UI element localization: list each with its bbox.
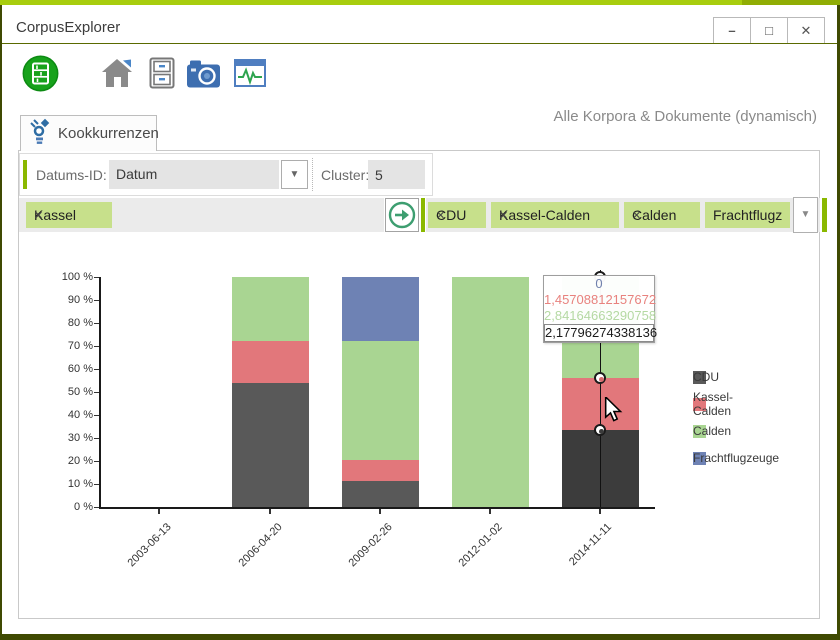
legend-label: Calden [693, 424, 731, 438]
x-tick-label: 2014-11-11 [567, 521, 614, 568]
x-tick-label: 2006-04-20 [236, 521, 284, 569]
bar-segment-calden-2006-04-20[interactable] [232, 277, 309, 341]
y-tick-label: 10 % [49, 478, 93, 490]
tooltip-value: 2,84164663290758 [544, 308, 654, 324]
cluster-label: Cluster: [321, 167, 369, 183]
mouse-cursor [604, 397, 623, 429]
y-tick-mark [94, 300, 99, 301]
tooltip-value: 2,17796274338136 [544, 324, 654, 342]
y-tick-label: 50 % [49, 386, 93, 398]
y-tick-label: 90 % [49, 294, 93, 306]
tag-remove-icon[interactable]: ✕ [632, 209, 641, 222]
data-point-marker[interactable] [594, 372, 606, 384]
tag-remove-icon[interactable]: ✕ [436, 209, 445, 222]
legend-label: Kassel-Calden [693, 390, 733, 418]
x-tick-mark [158, 509, 160, 514]
data-point-dot [599, 377, 604, 382]
y-tick-mark [94, 438, 99, 439]
query-tag-kassel[interactable]: Kassel✕ [26, 202, 112, 228]
x-tick-mark [599, 509, 601, 514]
bar-segment-cdu-2006-04-20[interactable] [232, 383, 309, 507]
result-accent-bar-right [822, 198, 827, 232]
bar-segment-calden-2009-02-26[interactable] [342, 341, 419, 459]
result-tag-cdu[interactable]: CDU✕ [428, 202, 486, 228]
legend-label: CDU [693, 370, 719, 384]
y-tick-label: 70 % [49, 340, 93, 352]
y-tick-label: 40 % [49, 409, 93, 421]
result-tag-frachtflugz[interactable]: Frachtflugz [705, 202, 790, 228]
y-tick-mark [94, 369, 99, 370]
datums-id-label: Datums-ID: [36, 167, 107, 183]
run-query-button[interactable] [385, 198, 419, 232]
kookkurrenz-icon [29, 118, 51, 149]
result-tag-kassel-calden[interactable]: Kassel-Calden✕ [491, 202, 619, 228]
filter-accent-bar [23, 160, 27, 189]
legend-label: Frachtflugzeuge [693, 451, 779, 465]
y-tick-mark [94, 484, 99, 485]
filter-separator [312, 158, 313, 191]
y-tick-mark [94, 507, 99, 508]
tab-label: Kookkurrenzen [58, 125, 159, 142]
y-tick-label: 30 % [49, 432, 93, 444]
app-window: CorpusExplorer – □ ✕ [0, 0, 840, 640]
bar-segment-calden-2012-01-02[interactable] [452, 277, 529, 507]
y-tick-mark [94, 461, 99, 462]
y-tick-label: 100 % [49, 271, 93, 283]
cluster-input[interactable] [368, 160, 425, 189]
y-tick-label: 20 % [49, 455, 93, 467]
x-axis [99, 507, 655, 509]
y-tick-label: 0 % [49, 501, 93, 513]
chart-tooltip: 01,457088121576722,841646632907582,17796… [543, 275, 655, 343]
y-tick-mark [94, 277, 99, 278]
x-tick-mark [489, 509, 491, 514]
y-tick-mark [94, 323, 99, 324]
result-dropdown-button[interactable]: ▼ [793, 197, 818, 233]
x-tick-mark [379, 509, 381, 514]
tooltip-value: 1,45708812157672 [544, 292, 654, 308]
result-accent-bar [421, 198, 425, 232]
tab-kookkurrenzen[interactable]: Kookkurrenzen [20, 115, 157, 151]
bar-segment-kassel-calden-2009-02-26[interactable] [342, 460, 419, 481]
y-tick-mark [94, 392, 99, 393]
tag-label: Kassel-Calden [499, 207, 590, 223]
datums-id-select[interactable]: Datum [109, 160, 279, 189]
tag-remove-icon[interactable]: ✕ [499, 209, 508, 222]
x-tick-label: 2009-02-26 [346, 521, 394, 569]
x-tick-mark [269, 509, 271, 514]
data-point-dot [599, 429, 604, 434]
y-tick-label: 60 % [49, 363, 93, 375]
y-tick-mark [94, 346, 99, 347]
x-tick-label: 2003-06-13 [125, 521, 173, 569]
x-tick-label: 2012-01-02 [456, 521, 504, 569]
tag-label: Frachtflugz [713, 207, 782, 223]
bar-segment-kassel-calden-2006-04-20[interactable] [232, 341, 309, 382]
bar-segment-frachtflugzeuge-2009-02-26[interactable] [342, 277, 419, 341]
tag-remove-icon[interactable]: ✕ [34, 209, 43, 222]
cooccurrence-chart: 0 % 10 % 20 % 30 % 40 % 50 % 60 % 70 % 80 % 90 % 1… [0, 0, 840, 640]
y-axis [99, 277, 101, 509]
bar-segment-cdu-2009-02-26[interactable] [342, 481, 419, 507]
y-tick-mark [94, 415, 99, 416]
datums-id-dropdown-arrow[interactable]: ▼ [281, 160, 308, 189]
tooltip-value: 0 [544, 276, 654, 292]
y-tick-label: 80 % [49, 317, 93, 329]
result-tag-calden[interactable]: Calden✕ [624, 202, 700, 228]
